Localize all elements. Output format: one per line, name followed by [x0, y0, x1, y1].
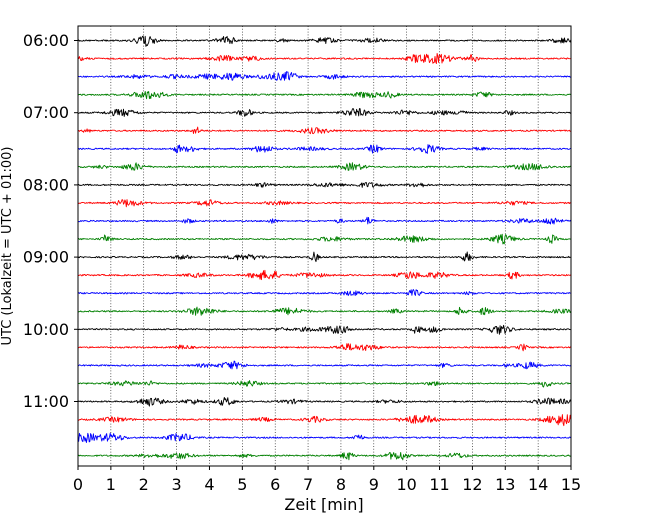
trace-row	[77, 91, 572, 100]
trace-row	[77, 324, 571, 335]
trace-row	[77, 199, 572, 208]
trace-row	[77, 71, 571, 81]
trace-row	[77, 380, 572, 388]
x-tick-label: 12	[462, 475, 482, 494]
x-tick-label: 2	[139, 475, 149, 494]
x-tick-label: 3	[172, 475, 182, 494]
trace-row	[77, 432, 572, 444]
x-tick-label: 7	[303, 475, 313, 494]
trace-row	[77, 289, 571, 296]
vertical-gridlines	[110, 26, 539, 466]
y-tick-label: 08:00	[23, 175, 69, 194]
x-tick-label: 8	[336, 475, 346, 494]
x-tick-label: 5	[237, 475, 247, 494]
trace-row	[77, 233, 571, 245]
y-axis-label: UTC (Lokalzeit = UTC + 01:00)	[0, 147, 15, 346]
x-tick-label: 14	[528, 475, 548, 494]
x-axis-ticks: 0 1 2 3 4 5 6 7 8 9 10 11 12 13 14 15	[73, 466, 581, 494]
y-tick-label: 06:00	[23, 31, 69, 50]
trace-row	[77, 396, 572, 407]
y-tick-label: 09:00	[23, 248, 69, 267]
seismogram-traces	[77, 35, 572, 461]
y-tick-label: 07:00	[23, 103, 69, 122]
x-tick-label: 6	[270, 475, 280, 494]
trace-row	[77, 126, 571, 135]
x-tick-label: 4	[204, 475, 214, 494]
x-tick-label: 10	[396, 475, 416, 494]
x-tick-label: 15	[561, 475, 581, 494]
plot-frame	[77, 25, 572, 467]
trace-row	[77, 182, 572, 188]
y-tick-label: 11:00	[23, 392, 69, 411]
trace-row	[77, 414, 572, 427]
trace-row	[77, 216, 572, 225]
trace-row	[77, 251, 571, 263]
x-axis-label: Zeit [min]	[284, 495, 363, 514]
trace-row	[77, 269, 572, 281]
trace-row	[77, 360, 572, 370]
x-tick-label: 13	[495, 475, 515, 494]
y-tick-label: 10:00	[23, 320, 69, 339]
trace-row	[77, 451, 572, 461]
trace-row	[77, 107, 572, 117]
trace-row	[77, 306, 572, 316]
trace-row	[77, 35, 572, 47]
x-tick-label: 1	[106, 475, 116, 494]
y-axis-ticks: 06:00 07:00 08:00 09:00 10:00 11:00	[23, 31, 78, 411]
x-tick-label: 9	[369, 475, 379, 494]
x-tick-label: 0	[73, 475, 83, 494]
trace-row	[77, 52, 571, 65]
x-tick-label: 11	[429, 475, 449, 494]
trace-row	[77, 144, 571, 154]
trace-row	[77, 343, 572, 352]
trace-row	[77, 162, 572, 171]
